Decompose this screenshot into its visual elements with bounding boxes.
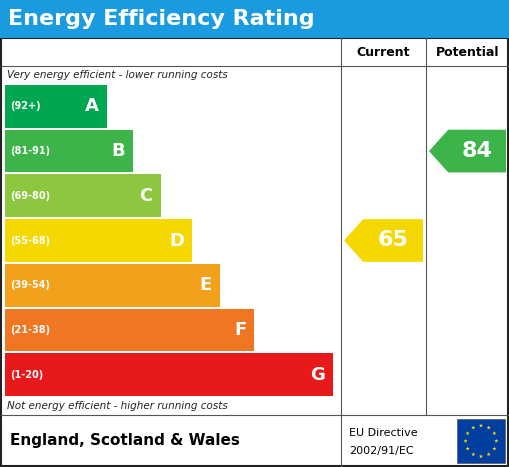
- Polygon shape: [492, 431, 496, 435]
- Bar: [5, 219, 192, 262]
- Bar: [457, 419, 505, 463]
- Bar: [5, 309, 254, 351]
- Text: 2002/91/EC: 2002/91/EC: [349, 446, 414, 456]
- Text: Not energy efficient - higher running costs: Not energy efficient - higher running co…: [7, 401, 228, 411]
- Text: D: D: [169, 232, 184, 249]
- Polygon shape: [344, 219, 423, 262]
- Text: B: B: [111, 142, 125, 160]
- Text: Energy Efficiency Rating: Energy Efficiency Rating: [8, 9, 315, 29]
- Bar: [5, 354, 333, 396]
- Polygon shape: [429, 130, 506, 172]
- Text: England, Scotland & Wales: England, Scotland & Wales: [10, 433, 240, 448]
- Text: G: G: [310, 366, 325, 384]
- Polygon shape: [466, 446, 470, 451]
- Text: (92+): (92+): [10, 101, 41, 111]
- Text: E: E: [200, 276, 212, 294]
- Text: C: C: [139, 187, 153, 205]
- Polygon shape: [479, 424, 483, 427]
- Text: (21-38): (21-38): [10, 325, 50, 335]
- Bar: [5, 264, 220, 306]
- Polygon shape: [487, 425, 491, 430]
- Polygon shape: [471, 452, 475, 456]
- Text: Current: Current: [357, 45, 410, 58]
- Text: Very energy efficient - lower running costs: Very energy efficient - lower running co…: [7, 70, 228, 80]
- Polygon shape: [494, 439, 498, 443]
- Polygon shape: [487, 452, 491, 456]
- Text: (55-68): (55-68): [10, 235, 50, 246]
- Text: EU Directive: EU Directive: [349, 428, 417, 438]
- Text: (69-80): (69-80): [10, 191, 50, 201]
- Bar: [5, 130, 133, 172]
- Polygon shape: [466, 431, 470, 435]
- Bar: [5, 175, 161, 217]
- Polygon shape: [471, 425, 475, 430]
- Text: (1-20): (1-20): [10, 370, 43, 380]
- Text: 84: 84: [462, 141, 493, 161]
- Polygon shape: [464, 439, 468, 443]
- Text: (39-54): (39-54): [10, 280, 50, 290]
- Bar: [0, 0, 509, 38]
- Polygon shape: [479, 454, 483, 458]
- Polygon shape: [492, 446, 496, 451]
- Text: F: F: [234, 321, 246, 339]
- Text: 65: 65: [378, 231, 409, 250]
- Text: Potential: Potential: [436, 45, 499, 58]
- Text: (81-91): (81-91): [10, 146, 50, 156]
- Bar: [5, 85, 107, 127]
- Text: A: A: [85, 97, 99, 115]
